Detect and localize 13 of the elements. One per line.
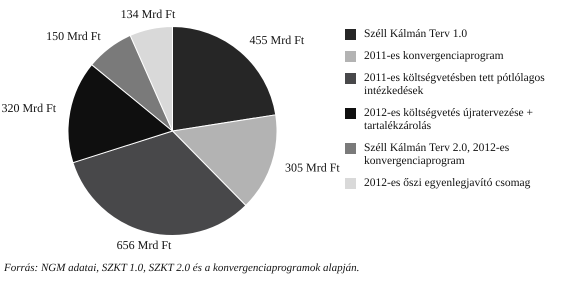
data-label: 134 Mrd Ft <box>120 7 176 22</box>
legend-label: Széll Kálmán Terv 2.0, 2012-es konvergenciaprogram <box>364 142 510 168</box>
legend-label: 2012-es őszi egyenlegjavító csomag <box>364 177 530 190</box>
legend-label: 2011-es költségvetésben tett pótlólagos intézkedések <box>364 72 546 98</box>
data-label: 150 Mrd Ft <box>46 28 102 43</box>
legend-label: 2011-es konvergenciaprogram <box>364 50 504 63</box>
data-label: 656 Mrd Ft <box>116 238 172 252</box>
data-label: 455 Mrd Ft <box>250 33 305 48</box>
legend-label: 2012-es költségvetés újratervezése + tartalékzárolás <box>364 107 534 133</box>
data-label: 305 Mrd Ft <box>285 160 340 174</box>
data-label: 320 Mrd Ft <box>1 100 57 115</box>
text: Forrás: NGM adatai, SZKT 1.0, SZKT 2.0 és a konvergenciaprogramok alapján. <box>4 262 360 274</box>
legend-label: Széll Kálmán Terv 1.0 <box>364 28 468 41</box>
